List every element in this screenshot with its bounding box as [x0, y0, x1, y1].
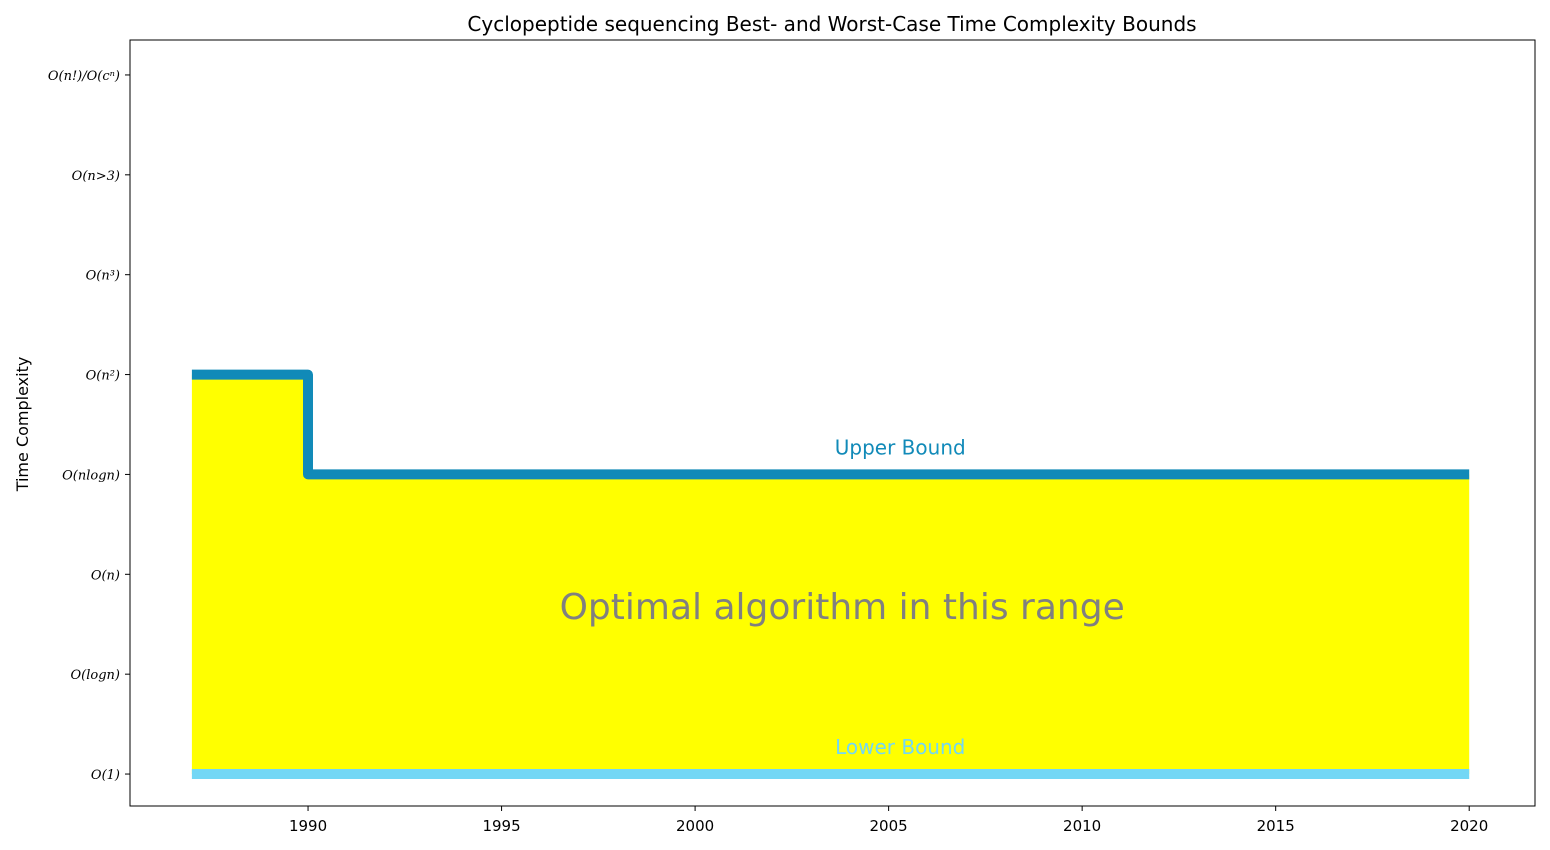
x-tick-label: 1990 [289, 817, 327, 835]
y-tick-label: O(logn) [71, 668, 120, 683]
upper-bound-annotation: Upper Bound [835, 435, 966, 459]
chart-title: Cyclopeptide sequencing Best- and Worst-… [467, 12, 1196, 36]
y-tick-label: O(1) [91, 768, 120, 783]
optimal-range-fill [191, 374, 1470, 774]
x-tick-label: 2005 [870, 817, 908, 835]
y-axis-label: Time Complexity [13, 357, 32, 493]
y-tick-label: O(n!)/O(cⁿ) [48, 69, 120, 84]
lower-bound-annotation: Lower Bound [835, 735, 965, 759]
optimal-range-annotation: Optimal algorithm in this range [560, 587, 1125, 628]
plot-area: 1990 1995 2000 2005 2010 2015 2020 O(1) O(logn) O… [48, 39, 1536, 835]
x-tick-label: 1995 [482, 817, 520, 835]
y-tick-label: O(n>3) [72, 169, 120, 184]
plot-frame [129, 39, 1536, 807]
y-tick-label: O(n³) [86, 269, 120, 284]
upper-bound-line [191, 369, 1470, 480]
x-tick-label: 2000 [676, 817, 714, 835]
x-tick-label: 2015 [1257, 817, 1295, 835]
x-tick-label: 2010 [1063, 817, 1101, 835]
y-tick-label: O(n) [91, 568, 120, 583]
x-tick-label: 2020 [1450, 817, 1488, 835]
y-tick-label: O(nlogn) [62, 468, 120, 483]
y-tick-label: O(n²) [86, 369, 120, 384]
